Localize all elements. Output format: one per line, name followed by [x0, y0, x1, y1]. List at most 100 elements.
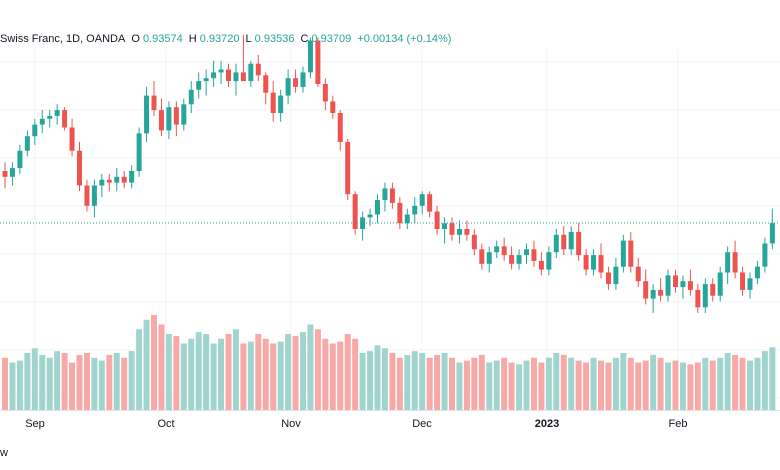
candle-body: [352, 194, 358, 229]
volume-bar: [449, 357, 455, 410]
volume-bar: [381, 348, 388, 410]
volume-bar: [739, 357, 746, 410]
volume-bar: [61, 353, 68, 410]
volume-bar: [389, 353, 396, 410]
volume-bar: [195, 332, 202, 410]
candle-body: [293, 78, 299, 87]
candle-body: [769, 223, 775, 244]
candle-body: [337, 113, 343, 142]
low-value: 0.93536: [254, 33, 295, 45]
candle-body: [464, 229, 470, 235]
candle-body: [658, 289, 664, 296]
volume-bar: [724, 353, 731, 410]
volume-bar: [426, 357, 433, 410]
volume-bar: [672, 360, 679, 410]
candle-body: [345, 142, 351, 195]
volume-bar: [180, 343, 187, 410]
volume-bar: [9, 362, 16, 410]
candle-body: [620, 240, 626, 267]
candle-body: [173, 107, 179, 125]
volume-bar: [337, 341, 344, 410]
volume-bar: [694, 362, 701, 410]
volume-bar: [657, 357, 664, 410]
candle-body: [665, 275, 671, 296]
volume-bar: [404, 354, 411, 410]
candle-body: [501, 246, 507, 256]
candle-body: [710, 284, 716, 296]
volume-bar: [210, 343, 217, 410]
candle-body: [568, 231, 574, 250]
candle-body: [255, 63, 261, 76]
volume-bar: [635, 362, 642, 410]
candle-body: [486, 252, 492, 264]
volume-bar: [143, 319, 150, 410]
candle-body: [702, 284, 708, 308]
volume-bar: [598, 360, 604, 410]
volume-bar: [225, 334, 232, 410]
candle-body: [583, 255, 589, 270]
candle-body: [389, 188, 395, 203]
candle-body: [188, 89, 194, 105]
candle-body: [412, 205, 418, 215]
candle-body: [218, 69, 224, 73]
volume-bar: [232, 329, 239, 410]
candle-body: [434, 211, 440, 229]
volume-bar: [560, 354, 567, 410]
candle-body: [285, 78, 291, 96]
candle-body: [17, 150, 23, 169]
candle-body: [732, 252, 738, 273]
volume-bar: [240, 343, 247, 410]
volume-bar: [188, 338, 195, 410]
candle-body: [315, 40, 321, 84]
volume-bar: [709, 360, 716, 410]
candle-body: [673, 275, 678, 287]
volume-bar: [203, 334, 210, 410]
volume-bar: [441, 353, 448, 410]
candle-body: [687, 281, 693, 290]
volume-bar: [270, 343, 277, 410]
open-value: 0.93574: [142, 33, 183, 45]
candle-body: [114, 176, 120, 183]
candle-body: [754, 266, 760, 279]
volume-bar: [702, 357, 709, 410]
volume-bar: [769, 347, 776, 410]
candle-body: [360, 217, 366, 229]
volume-bar: [91, 357, 98, 410]
volume-bar: [16, 360, 23, 410]
volume-bar: [359, 353, 366, 410]
candle-body: [382, 188, 388, 200]
volume-bar: [69, 362, 76, 410]
candle-body: [516, 255, 522, 264]
legend-header: Swiss Franc, 1D, OANDA O 0.93574 H 0.93720…: [0, 33, 454, 45]
candle-body: [144, 95, 150, 134]
candle-body: [263, 75, 269, 93]
candle-body: [77, 150, 82, 186]
candle-body: [561, 234, 567, 250]
volume-bar: [545, 357, 552, 410]
candle-body: [375, 200, 380, 215]
candle-body: [442, 223, 448, 229]
candle-body: [211, 72, 217, 79]
high-value: 0.93720: [199, 33, 240, 45]
candle-body: [598, 255, 604, 273]
candle-body: [226, 69, 231, 82]
volume-bar: [754, 357, 761, 410]
volume-bar: [538, 362, 545, 410]
volume-bar: [218, 338, 225, 410]
candle-body: [762, 243, 768, 267]
volume-bar: [501, 357, 508, 410]
candle-body: [84, 185, 90, 206]
candle-body: [32, 124, 38, 137]
volume-bar: [530, 357, 537, 410]
candle-body: [456, 229, 462, 235]
candle-body: [196, 81, 202, 90]
candle-body: [725, 252, 731, 273]
volume-bar: [761, 351, 768, 410]
candle-body: [270, 92, 276, 113]
volume-bar: [136, 329, 143, 410]
footer-text: w: [0, 447, 8, 459]
volume-bar: [2, 357, 8, 410]
candle-body: [531, 249, 537, 261]
